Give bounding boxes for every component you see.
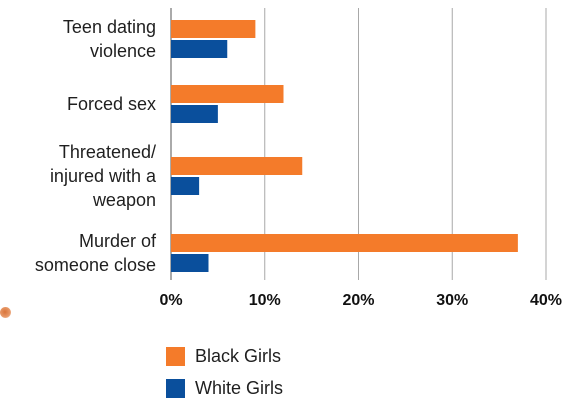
decorative-dot [0, 307, 11, 318]
legend-swatch [166, 378, 185, 398]
category-label: someone close [35, 255, 156, 275]
category-label: Murder of [79, 231, 157, 251]
bar-black-girls [171, 234, 518, 252]
bar-black-girls [171, 85, 284, 103]
category-label: violence [90, 41, 156, 61]
legend-label: White Girls [195, 377, 284, 398]
category-label: Threatened/ [59, 142, 156, 162]
x-tick-label: 40% [530, 292, 562, 309]
chart-legend: Black Girls White Girls [166, 340, 283, 404]
bar-black-girls [171, 157, 303, 175]
x-tick-label: 0% [159, 292, 182, 309]
x-tick-label: 30% [436, 292, 468, 309]
bar-black-girls [171, 20, 256, 38]
category-label: injured with a [50, 166, 157, 186]
bar-white-girls [171, 177, 200, 195]
bar-white-girls [171, 254, 209, 272]
category-label: weapon [92, 190, 156, 210]
x-tick-label: 20% [342, 292, 374, 309]
legend-label: Black Girls [195, 345, 282, 366]
category-label: Forced sex [67, 94, 156, 114]
x-tick-label: 10% [249, 292, 281, 309]
bar-white-girls [171, 40, 228, 58]
category-label: Teen dating [63, 17, 156, 37]
legend-item: White Girls [166, 372, 283, 404]
legend-item: Black Girls [166, 340, 283, 372]
legend-swatch [166, 346, 185, 366]
bar-white-girls [171, 105, 218, 123]
